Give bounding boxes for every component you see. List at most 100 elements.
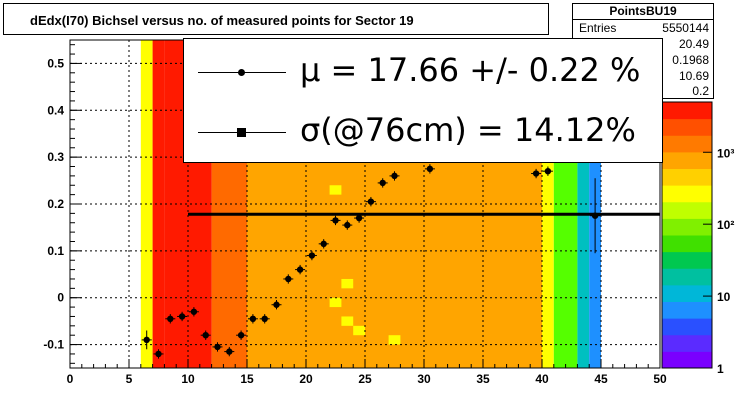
stats-value: 10.69 [678, 69, 709, 83]
data-point [236, 330, 247, 340]
stats-row: 0.1968 [579, 53, 709, 67]
point-marker [308, 252, 316, 259]
palette-cell [662, 201, 712, 219]
data-point [283, 274, 294, 284]
heatmap-cell [329, 297, 342, 308]
point-marker [190, 308, 198, 315]
data-point [177, 311, 188, 322]
stats-value: 20.49 [678, 37, 709, 51]
point-marker [178, 313, 186, 320]
data-point [259, 314, 270, 324]
data-point [531, 168, 542, 179]
point-marker [367, 198, 375, 205]
palette-cell [662, 218, 712, 236]
stats-row: 20.49 [579, 37, 709, 51]
palette-cell [662, 102, 712, 120]
y-tick-label: -0.1 [43, 338, 64, 352]
heatmap-cell [388, 335, 401, 345]
palette-cell [662, 118, 712, 136]
heatmap-column [542, 40, 554, 368]
x-tick-label: 20 [299, 372, 313, 386]
palette-frame [661, 101, 713, 369]
palette-cell [662, 168, 712, 186]
fit-legend: μ = 17.66 +/- 0.22 % σ(@76cm) = 14.12% [183, 38, 663, 163]
point-marker [237, 332, 245, 339]
data-point [318, 239, 329, 249]
point-marker [296, 266, 304, 273]
y-tick-label: 0.5 [47, 56, 64, 70]
palette-cell [662, 334, 712, 352]
point-marker [544, 168, 552, 175]
stats-value: 0.1968 [672, 53, 709, 67]
heatmap-column [152, 40, 165, 368]
x-tick-label: 10 [181, 372, 195, 386]
data-point [224, 346, 235, 357]
y-tick-label: 0.3 [47, 150, 64, 164]
z-tick-label: 10 [717, 290, 731, 304]
point-marker [167, 315, 174, 322]
point-marker [285, 275, 292, 283]
chart-title-box: dEdx(I70) Bichsel versus no. of measured… [3, 3, 549, 35]
palette-cell [662, 251, 712, 269]
point-marker [202, 332, 209, 339]
data-point [590, 178, 601, 254]
stats-value: 5550144 [662, 21, 709, 35]
palette-cell [662, 235, 712, 253]
heatmap-cell [329, 185, 342, 195]
heatmap-column [577, 40, 590, 368]
x-tick-label: 45 [594, 372, 608, 386]
legend-mu-text: μ = 17.66 +/- 0.22 % [300, 51, 641, 89]
point-marker [332, 217, 339, 224]
palette-cell [662, 135, 712, 153]
data-point [247, 314, 258, 324]
data-point [141, 330, 152, 350]
x-tick-label: 35 [476, 372, 490, 386]
data-point [271, 300, 282, 310]
palette-cell [662, 151, 712, 169]
point-marker [355, 214, 363, 222]
data-point [295, 264, 306, 275]
palette-cell [662, 351, 712, 369]
point-marker [532, 170, 540, 177]
stats-row: Entries 5550144 [579, 21, 709, 35]
heatmap-cell [353, 325, 365, 336]
palette-cell [662, 268, 712, 286]
point-marker [249, 315, 257, 322]
point-marker [426, 165, 434, 173]
point-marker [143, 336, 150, 344]
heatmap-cell [341, 316, 354, 326]
data-point [212, 342, 223, 352]
point-marker [273, 301, 280, 308]
z-tick-label: 10³ [717, 146, 734, 160]
data-point [306, 250, 317, 261]
y-tick-label: 0.2 [47, 197, 64, 211]
palette-cell [662, 301, 712, 319]
data-point [165, 314, 176, 324]
palette-cell [662, 284, 712, 302]
x-tick-label: 25 [358, 372, 372, 386]
point-marker [591, 212, 599, 219]
palette-cell [662, 185, 712, 203]
points-layer [141, 164, 660, 359]
stats-value: 0.2 [692, 84, 709, 98]
y-tick-label: 0.1 [47, 244, 64, 258]
x-tick-label: 5 [126, 372, 133, 386]
legend-marker-circle [238, 69, 245, 76]
point-marker [214, 343, 221, 351]
z-tick-label: 10² [717, 218, 734, 232]
data-point [542, 166, 553, 176]
x-tick-label: 40 [535, 372, 549, 386]
z-tick-label: 1 [717, 362, 724, 376]
data-point [153, 349, 164, 359]
palette-layer: 1 10 10² 10³ [661, 101, 734, 376]
y-tick-label: 0 [57, 291, 64, 305]
data-point [330, 215, 341, 226]
stats-label: Entries [579, 21, 617, 35]
point-marker [261, 315, 268, 322]
data-point [424, 164, 435, 174]
x-tick-label: 30 [417, 372, 431, 386]
data-point [389, 171, 400, 181]
point-marker [344, 221, 351, 229]
data-point [188, 307, 199, 317]
heatmap-cell [341, 278, 354, 289]
